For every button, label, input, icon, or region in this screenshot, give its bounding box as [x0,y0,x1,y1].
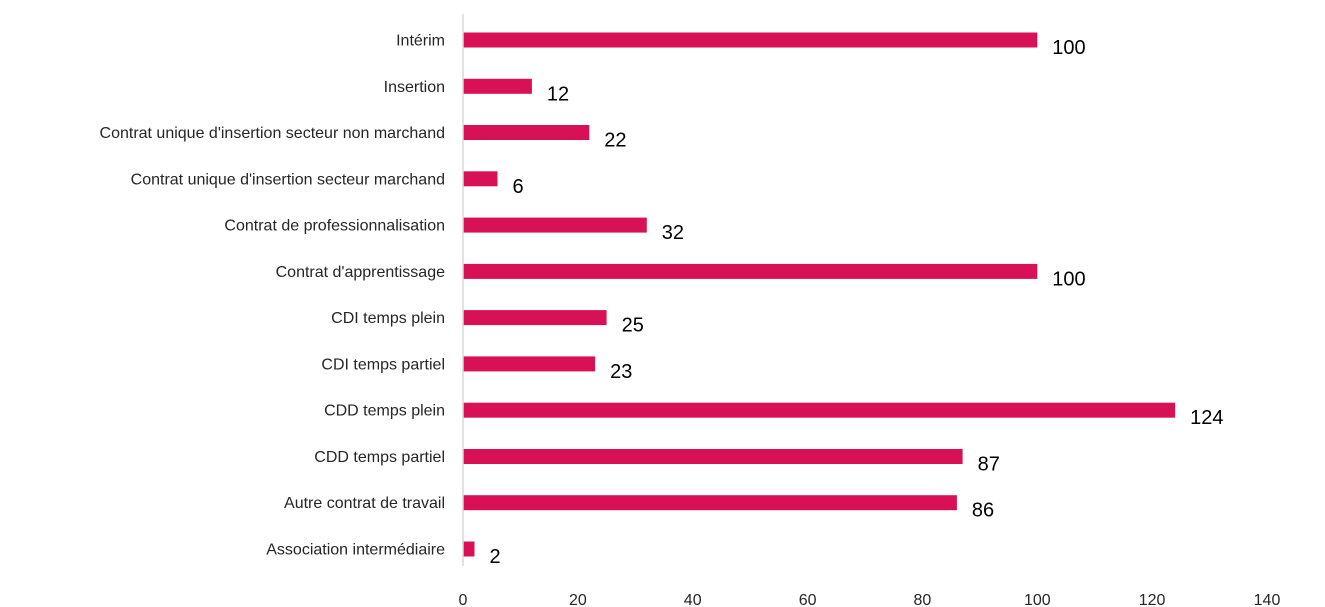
value-labels: 100 12 22 6 32 100 25 23 124 87 86 2 [490,37,1224,568]
data-label: 100 [1052,37,1085,59]
x-tick-label: 80 [914,592,932,607]
category-label: Contrat de professionnalisation [224,218,445,235]
data-label: 124 [1190,407,1223,429]
x-tick-label: 60 [799,592,817,607]
bar [463,125,590,140]
bar [463,449,963,464]
category-label: Insertion [384,79,445,96]
data-label: 87 [978,454,1000,476]
x-tick-label: 120 [1139,592,1166,607]
category-label: CDD temps plein [324,403,445,420]
category-labels: Intérim Insertion Contrat unique d'inserti… [100,33,446,559]
bar [463,356,596,372]
bar [463,217,647,233]
data-label: 2 [490,546,501,568]
bars-group [463,32,1176,557]
bar [463,78,532,94]
data-label: 6 [513,176,524,198]
data-label: 32 [662,222,684,244]
bar [463,310,607,326]
x-tick-label: 20 [569,592,587,607]
bar [463,402,1176,418]
category-label: CDD temps partiel [314,449,445,466]
x-tick-label: 40 [684,592,702,607]
category-label: Intérim [396,33,445,50]
category-label: CDI temps plein [331,310,445,327]
data-label: 86 [972,500,994,522]
category-label: Contrat d'apprentissage [276,264,445,281]
bar [463,171,498,187]
x-tick-label: 140 [1254,592,1281,607]
bar [463,263,1038,279]
category-label: Association intermédiaire [266,542,445,559]
bar [463,32,1038,48]
data-label: 25 [622,315,644,337]
category-label: CDI temps partiel [321,356,445,373]
data-label: 12 [547,83,569,105]
category-label: Contrat unique d'insertion secteur march… [131,171,445,188]
x-tick-label: 100 [1024,592,1051,607]
x-tick-label: 0 [459,592,468,607]
x-axis-tick-labels: 0 20 40 60 80 100 120 140 [459,592,1281,607]
category-label: Autre contrat de travail [284,495,445,512]
category-label: Contrat unique d'insertion secteur non m… [100,125,445,142]
data-label: 22 [604,130,626,152]
bar [463,495,957,511]
bar [463,541,475,557]
data-label: 23 [610,361,632,383]
data-label: 100 [1052,268,1085,290]
